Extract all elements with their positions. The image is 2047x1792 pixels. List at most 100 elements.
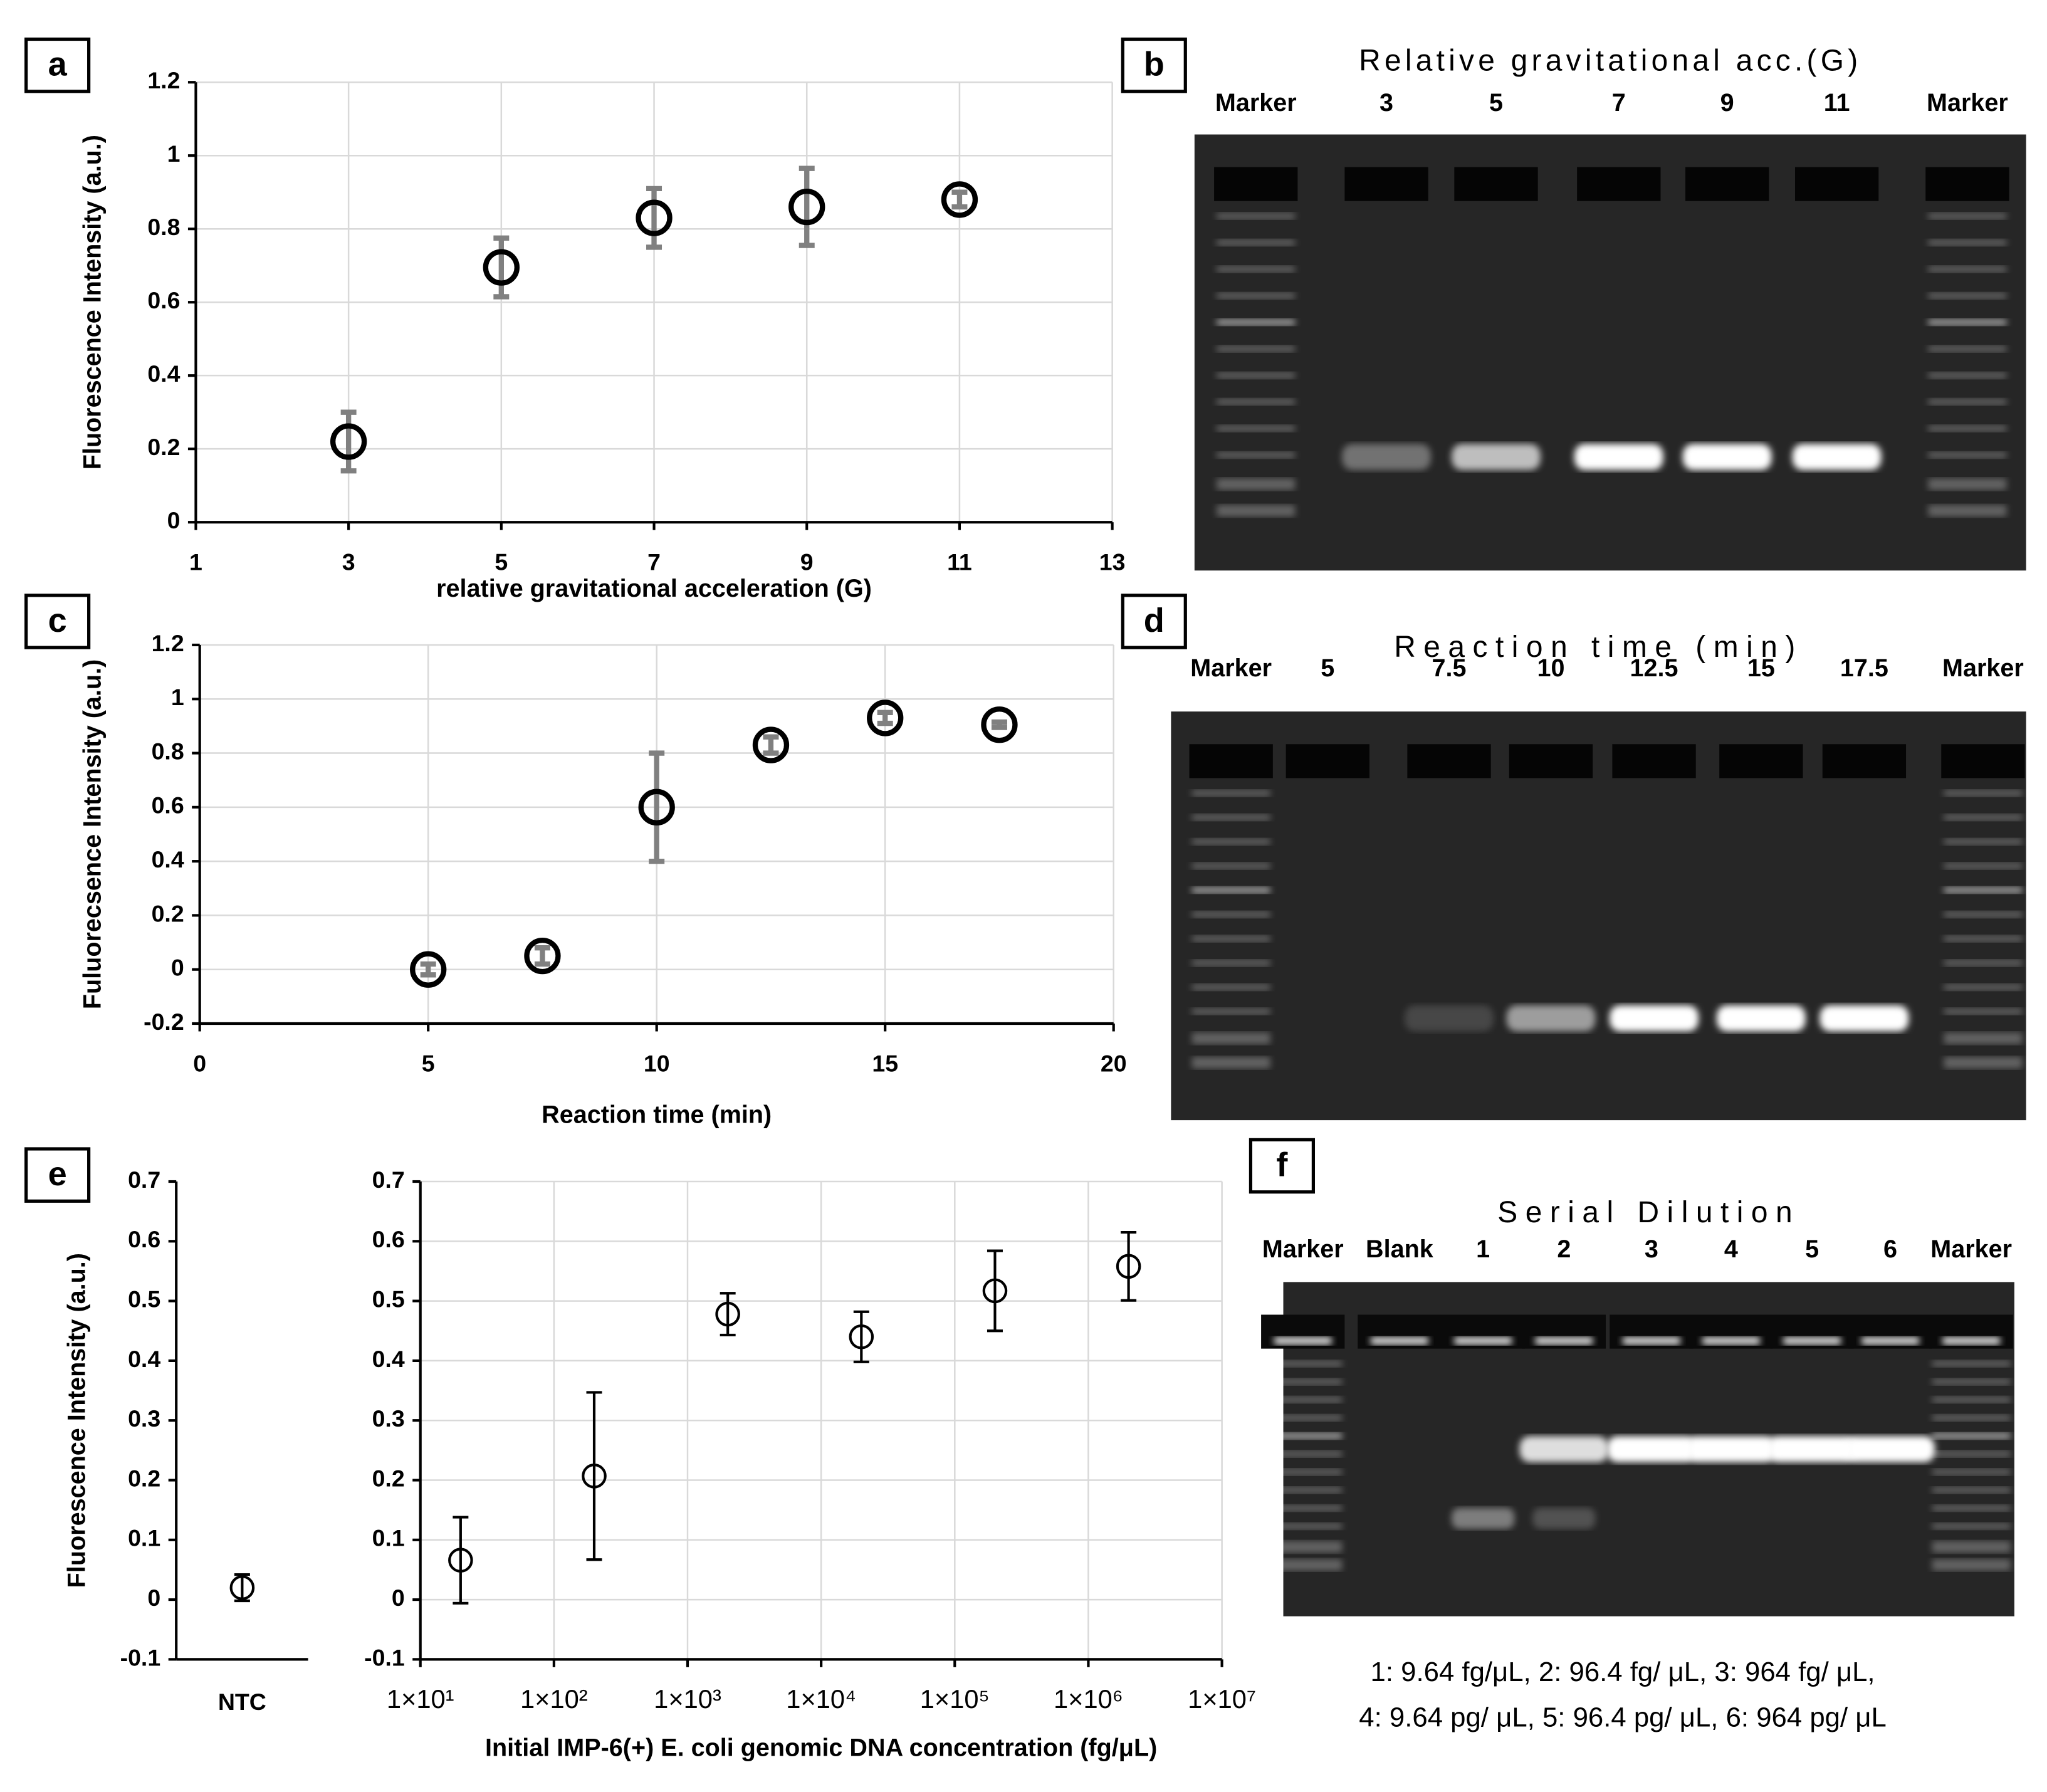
error-bar [534, 945, 550, 967]
product-band [1687, 1436, 1776, 1462]
ladder-band [1944, 814, 2023, 821]
panel-label-box [1121, 37, 1187, 93]
well [1794, 167, 1879, 201]
ladder-band [1264, 1378, 1343, 1385]
ladder-band [1944, 1008, 2023, 1015]
ladder-band [1944, 911, 2023, 918]
lane-label: 7.5 [1432, 654, 1467, 682]
product-band [1792, 444, 1882, 470]
ladder-band [1217, 292, 1296, 299]
x-axis-label: Initial IMP-6(+) E. coli genomic DNA con… [485, 1734, 1157, 1762]
ladder-band [1932, 1559, 2011, 1571]
ladder-band [1191, 960, 1270, 967]
ladder-band [1932, 1487, 2011, 1494]
ladder-band [1191, 862, 1270, 869]
y-tick-label: 0.8 [152, 738, 184, 764]
y-tick-label: 0.7 [128, 1166, 160, 1193]
ladder-band [1217, 318, 1296, 326]
well [1509, 744, 1593, 778]
y-tick-label: -0.1 [364, 1644, 405, 1670]
lane-label: Marker [1262, 1235, 1344, 1263]
ladder-band [1217, 451, 1296, 459]
x-tick-label: 1×10¹ [387, 1684, 454, 1714]
product-band [1610, 1005, 1699, 1032]
ladder-band [1944, 935, 2023, 942]
y-tick-label: 0.2 [152, 900, 184, 926]
y-tick-label: 0.4 [128, 1346, 160, 1372]
y-tick-label: 0.6 [147, 287, 180, 313]
product-band [1342, 444, 1431, 470]
ladder-band [1264, 1396, 1343, 1403]
well [1941, 744, 2025, 778]
lane-label: 6 [1883, 1235, 1897, 1263]
panel-label-box [1121, 594, 1187, 649]
lane-label: 12.5 [1630, 654, 1678, 682]
error-bar [853, 1310, 869, 1363]
ladder-band [1217, 212, 1296, 219]
lane-label: 15 [1747, 654, 1775, 682]
well-band [1274, 1336, 1332, 1345]
ladder-band [1928, 505, 2007, 517]
ladder-band [1264, 1432, 1343, 1440]
y-tick-label: 0.8 [147, 214, 180, 240]
ladder-band [1191, 911, 1270, 918]
y-tick-label: 0.4 [372, 1346, 405, 1372]
well [1344, 167, 1428, 201]
lane-label: 11 [1824, 89, 1850, 117]
y-tick-label: 0.5 [128, 1286, 160, 1313]
error-bar [420, 961, 436, 978]
x-tick-label: 15 [872, 1051, 898, 1077]
x-tick-label: 1×10⁷ [1188, 1684, 1256, 1714]
error-bar [763, 734, 779, 756]
panel-label-box [24, 594, 91, 649]
lane-label: Marker [1930, 1235, 2012, 1263]
well [1612, 744, 1696, 778]
ladder-band [1932, 1360, 2011, 1367]
error-bar [877, 710, 893, 726]
ladder-band [1944, 1032, 2023, 1044]
y-tick-label: 0.5 [372, 1286, 405, 1313]
y-tick-label: 0.2 [372, 1465, 405, 1491]
y-tick-label: 0.1 [372, 1525, 405, 1551]
y-tick-label: -0.1 [120, 1644, 161, 1670]
ladder-band [1217, 266, 1296, 273]
lane-label: 5 [1805, 1235, 1819, 1263]
well-band [1702, 1336, 1760, 1345]
well-band [1371, 1336, 1428, 1345]
error-bar [453, 1516, 469, 1605]
x-tick-label: 1×10⁶ [1054, 1684, 1123, 1714]
data-point [330, 423, 367, 460]
well-band [1623, 1336, 1680, 1345]
panel-label-box [1249, 1138, 1316, 1194]
gel-title: Serial Dilution [1497, 1196, 1800, 1229]
product-band [1532, 1507, 1596, 1529]
lane-label: 4 [1724, 1235, 1738, 1263]
ladder-band [1217, 425, 1296, 432]
gel-title: Relative gravitational acc.(G) [1359, 45, 1861, 78]
well-band [1535, 1336, 1593, 1345]
lane-label: Marker [1927, 89, 2008, 117]
gel-caption: 1: 9.64 fg/μL, 2: 96.4 fg/ μL, 3: 964 fg… [1371, 1657, 1875, 1687]
ladder-band [1264, 1469, 1343, 1475]
lane-label: 1 [1476, 1235, 1490, 1263]
x-tick-label: 1×10⁵ [920, 1684, 990, 1714]
ladder-band [1932, 1396, 2011, 1403]
x-tick-label: 0 [193, 1051, 206, 1077]
error-bar [987, 1249, 1003, 1333]
error-bar [720, 1292, 736, 1337]
ladder-band [1191, 983, 1270, 991]
x-tick-label: 3 [342, 549, 355, 575]
ladder-band [1264, 1360, 1343, 1367]
gel-caption: 4: 9.64 pg/ μL, 5: 96.4 pg/ μL, 6: 964 p… [1359, 1702, 1887, 1733]
lane-label: 7 [1612, 89, 1626, 117]
product-band [1682, 444, 1772, 470]
error-bar [649, 750, 665, 864]
data-point [636, 199, 673, 236]
error-bar [1121, 1230, 1137, 1302]
ladder-band [1928, 398, 2007, 406]
ladder-band [1264, 1414, 1343, 1422]
y-axis-label: Fuluorecsence Intensity (a.u.) [78, 659, 106, 1009]
product-band [1767, 1436, 1856, 1462]
